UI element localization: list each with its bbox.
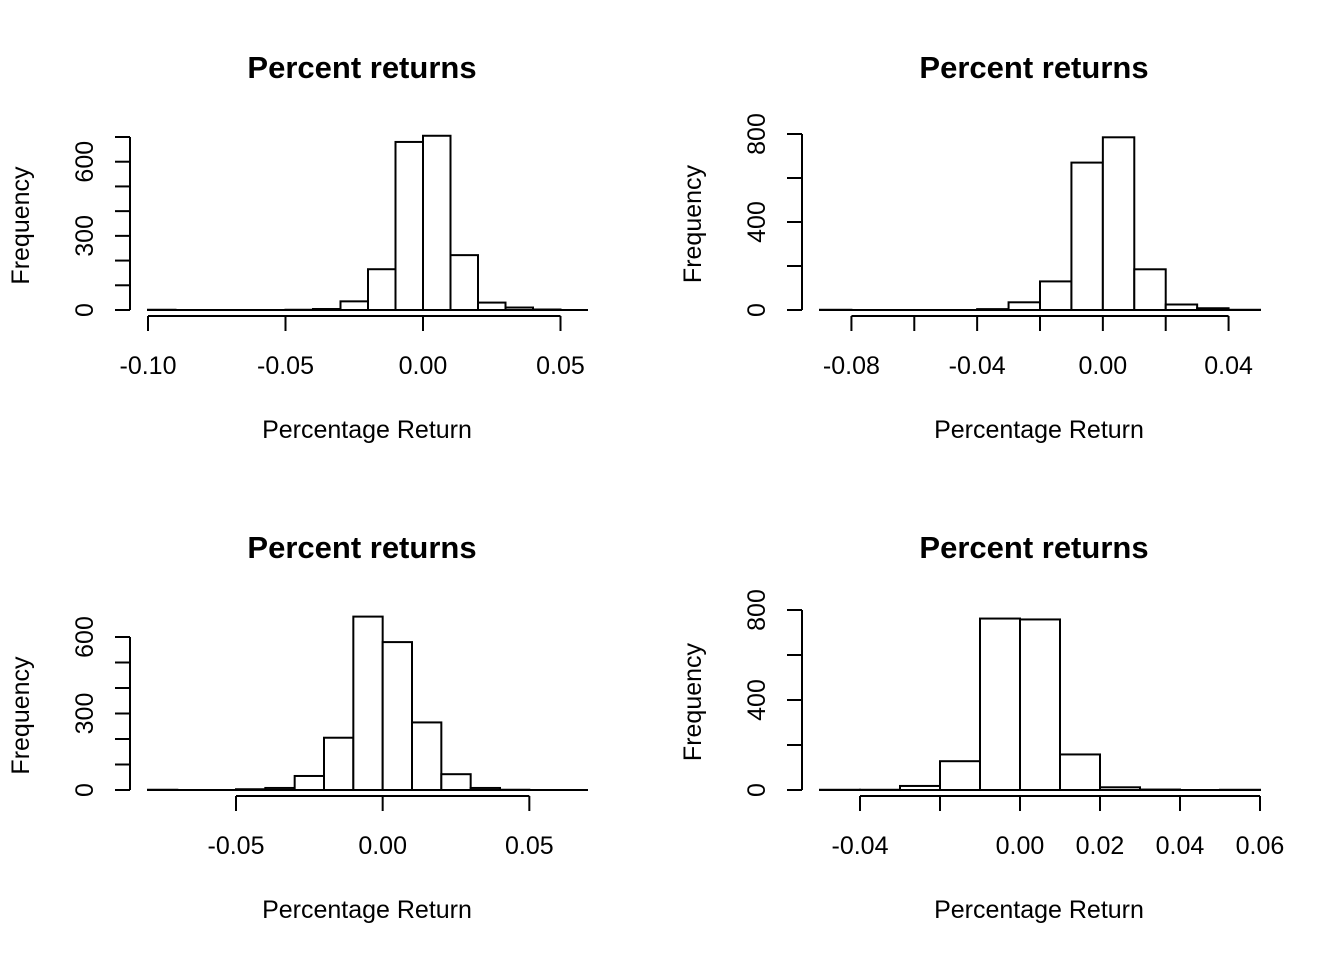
x-tick-label: 0.04 [1156,832,1205,860]
x-tick-label: 0.05 [505,832,554,860]
x-axis-label: Percentage Return [934,416,1144,444]
histogram-bar [264,786,296,791]
histogram-bar [979,617,1021,791]
x-tick-label: -0.05 [257,352,314,380]
histogram-bar [411,721,443,791]
y-tick-label: 300 [71,693,99,735]
y-tick-label: 0 [743,783,771,797]
x-tick-label: 0.00 [358,832,407,860]
x-tick-label: 0.00 [996,832,1045,860]
y-tick-label: 800 [743,589,771,631]
x-tick-label: -0.04 [832,832,889,860]
y-tick-label: 400 [743,201,771,243]
histogram-bar [1164,303,1199,311]
histogram-bar [1133,268,1167,311]
histogram-bar [235,788,267,791]
histogram-panel-2: Percent returns -0.08 -0.04 0.00 0.04 0 400 800… [679,50,1261,444]
x-tick-label: 0.02 [1076,832,1125,860]
chart-title: Percent returns [919,50,1148,85]
x-tick-label: -0.04 [949,352,1006,380]
x-axis-label: Percentage Return [262,896,472,924]
y-tick-label: 800 [743,113,771,155]
histogram-bar [1070,161,1104,311]
x-axis-label: Percentage Return [262,416,472,444]
y-tick-label: 0 [743,303,771,317]
y-axis-label: Frequency [679,164,707,283]
x-tick-label: 0.05 [536,352,585,380]
x-tick-label: -0.08 [823,352,880,380]
x-tick-label: 0.06 [1236,832,1285,860]
y-tick-label: 300 [71,215,99,257]
x-tick-label: 0.00 [1079,352,1128,380]
histogram-bar [1196,307,1230,311]
histogram-bar [293,774,325,792]
histogram-bar [939,760,981,792]
y-tick-label: 0 [71,303,99,317]
histogram-bar [352,615,384,791]
x-axis-label: Percentage Return [934,896,1144,924]
chart-title: Percent returns [247,50,476,85]
histogram-bar [449,254,479,312]
histogram-panel-1: Percent returns -0.10 -0.05 0.00 0.05 0 300 600… [7,50,588,444]
y-tick-label: 400 [743,679,771,721]
histogram-bar [1059,753,1101,792]
histogram-panel-3: Percent returns -0.05 0.00 0.05 0 300 600 Perce… [7,530,588,924]
histogram-bar [1099,786,1141,791]
x-tick-label: -0.10 [120,352,177,380]
chart-title: Percent returns [919,530,1148,565]
histogram-bar [1039,280,1073,311]
x-tick-label: -0.05 [208,832,265,860]
x-tick-label: 0.04 [1204,352,1253,380]
y-axis-label: Frequency [7,166,35,285]
histogram-bar [323,736,355,792]
histogram-bar [504,306,534,311]
histogram-bar [477,301,507,312]
histogram-bar [367,268,397,312]
y-axis-label: Frequency [7,656,35,775]
y-tick-label: 600 [71,616,99,658]
y-axis-label: Frequency [679,642,707,761]
histogram-bar [312,308,342,311]
y-tick-label: 600 [71,141,99,183]
x-tick-label: 0.00 [399,352,448,380]
histogram-bar [469,786,501,791]
histogram-bar [440,773,472,792]
histogram-panel-4: Percent returns -0.04 0.00 0.02 0.04 0.06 0 400… [679,530,1284,924]
y-tick-label: 0 [71,783,99,797]
chart-title: Percent returns [247,530,476,565]
histogram-bar [899,784,941,792]
histogram-bar [976,308,1010,311]
histogram-bar [394,140,424,311]
histogram-bar [1007,301,1042,311]
histogram-bar [1101,136,1136,311]
histogram-bar [381,641,413,791]
histogram-bar [1019,618,1061,791]
histogram-bar [339,300,369,312]
histogram-bar [422,134,452,311]
